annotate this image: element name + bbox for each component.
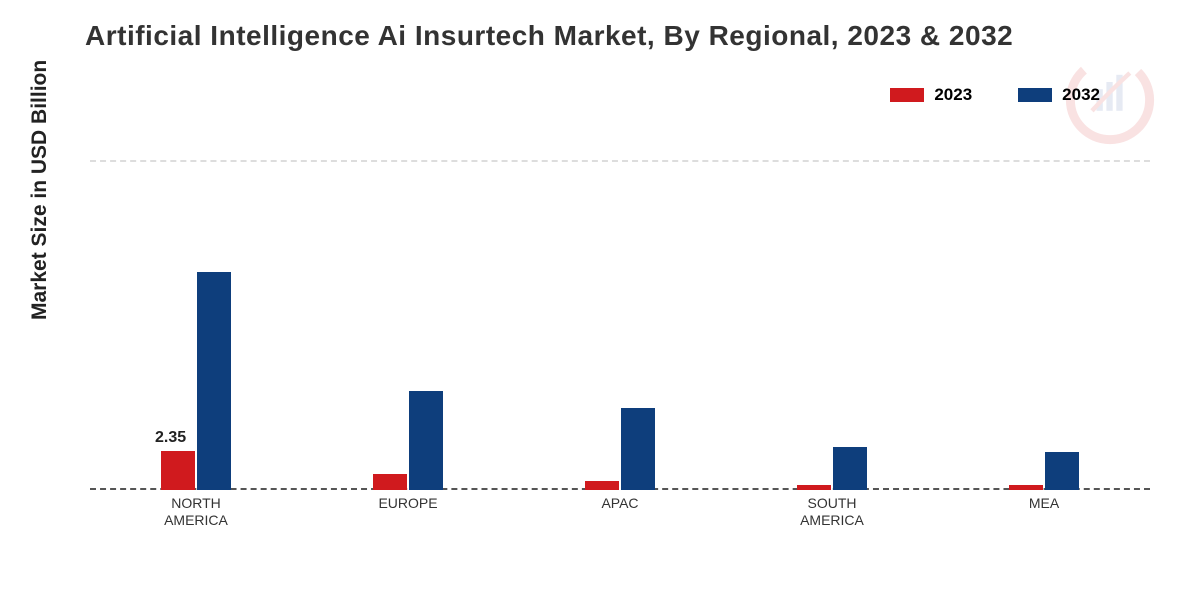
bar-group-2 xyxy=(585,408,655,491)
legend-label-2023: 2023 xyxy=(934,85,972,105)
x-axis: NORTH AMERICA EUROPE APAC SOUTH AMERICA MEA xyxy=(90,495,1150,529)
bar-2032-1 xyxy=(409,391,443,490)
bar-2032-4 xyxy=(1045,452,1079,490)
legend-item-2023: 2023 xyxy=(890,85,972,105)
bar-2032-0 xyxy=(197,272,231,490)
chart-title: Artificial Intelligence Ai Insurtech Mar… xyxy=(85,20,1013,52)
bar-group-0: 2.35 xyxy=(161,272,231,490)
bar-2023-3 xyxy=(797,485,831,490)
bar-2032-2 xyxy=(621,408,655,491)
bar-2023-0 xyxy=(161,451,195,490)
bar-group-3 xyxy=(797,447,867,490)
y-axis-label: Market Size in USD Billion xyxy=(28,60,52,320)
bar-2023-4 xyxy=(1009,485,1043,490)
value-label-0-0: 2.35 xyxy=(155,429,186,447)
x-tick-1: EUROPE xyxy=(348,495,468,529)
x-tick-4: MEA xyxy=(984,495,1104,529)
bar-2032-3 xyxy=(833,447,867,490)
x-tick-2: APAC xyxy=(560,495,680,529)
legend-label-2032: 2032 xyxy=(1062,85,1100,105)
legend: 2023 2032 xyxy=(890,85,1100,105)
legend-swatch-2023 xyxy=(890,88,924,102)
bar-2023-1 xyxy=(373,474,407,491)
bar-group-4 xyxy=(1009,452,1079,490)
bar-group-1 xyxy=(373,391,443,490)
x-tick-3: SOUTH AMERICA xyxy=(772,495,892,529)
bars-container: 2.35 xyxy=(90,160,1150,490)
plot-area: 2.35 xyxy=(90,160,1150,490)
bar-2023-2 xyxy=(585,481,619,490)
legend-swatch-2032 xyxy=(1018,88,1052,102)
x-tick-0: NORTH AMERICA xyxy=(136,495,256,529)
legend-item-2032: 2032 xyxy=(1018,85,1100,105)
